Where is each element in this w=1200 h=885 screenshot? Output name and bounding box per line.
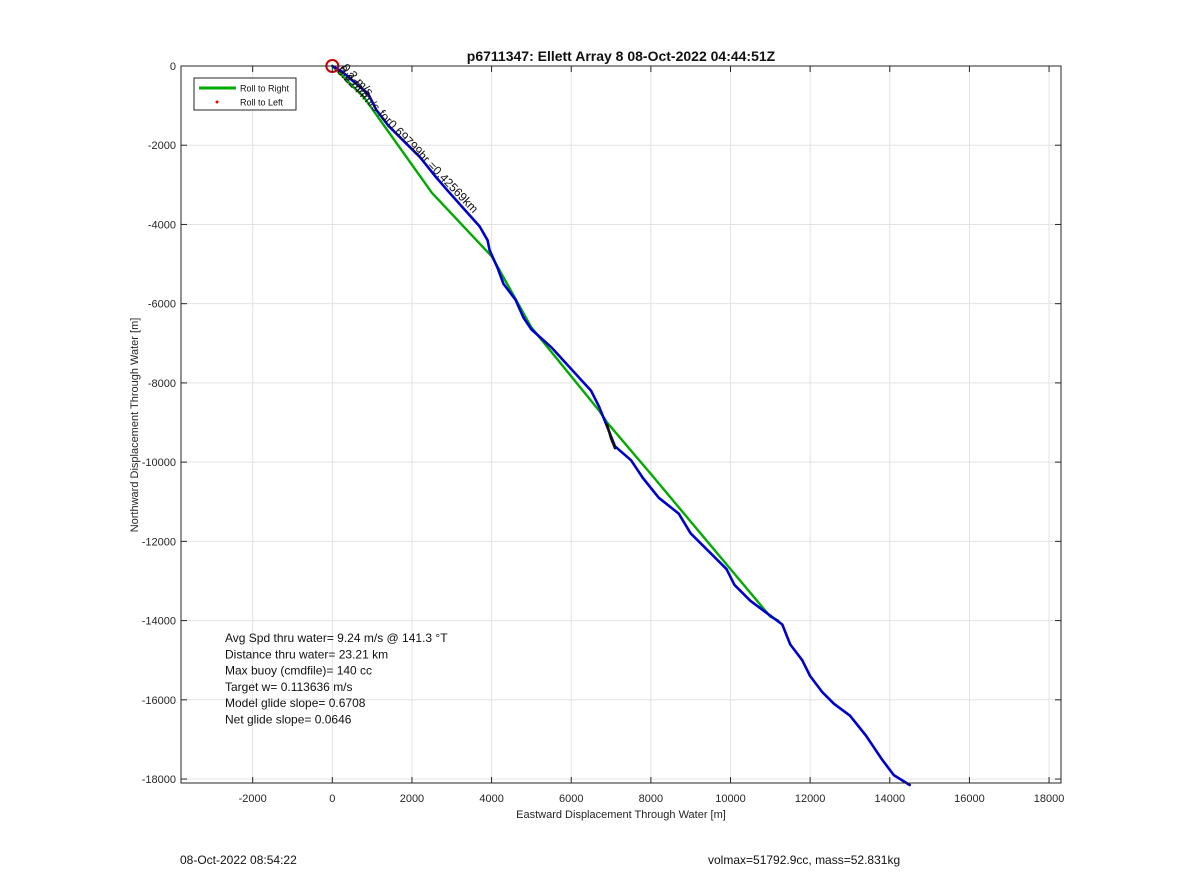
series-line xyxy=(330,64,912,787)
legend-box xyxy=(193,77,297,111)
legend: Roll to Right Roll to Left xyxy=(193,77,297,111)
x-tick-label: 4000 xyxy=(479,793,503,805)
y-axis-label: Northward Displacement Through Water [m] xyxy=(129,318,141,533)
series-group xyxy=(325,59,912,787)
y-tick-label: -4000 xyxy=(148,219,176,231)
grid-lines xyxy=(181,65,1061,783)
x-tick-label: 8000 xyxy=(639,793,663,805)
stats-line: Target w= 0.113636 m/s xyxy=(225,680,353,694)
y-tick-label: -6000 xyxy=(148,299,176,311)
y-tick-label: -18000 xyxy=(142,774,176,786)
stats-line: Model glide slope= 0.6708 xyxy=(225,696,366,710)
footer-timestamp: 08-Oct-2022 08:54:22 xyxy=(180,853,297,867)
x-tick-label: 0 xyxy=(329,793,335,805)
x-tick-label: 12000 xyxy=(795,793,826,805)
legend-label: Roll to Right xyxy=(240,84,290,94)
y-tick-label: -12000 xyxy=(142,536,176,548)
x-tick-label: -2000 xyxy=(239,793,267,805)
series-line xyxy=(331,64,780,622)
y-tick-label: -2000 xyxy=(148,140,176,152)
chart-title: p6711347: Ellett Array 8 08-Oct-2022 04:… xyxy=(467,48,776,64)
series-line xyxy=(605,423,617,450)
stats-text: Avg Spd thru water= 9.24 m/s @ 141.3 °T D… xyxy=(225,631,448,727)
x-axis-label: Eastward Displacement Through Water [m] xyxy=(516,809,726,821)
x-tick-label: 2000 xyxy=(400,793,424,805)
y-tick-label: -8000 xyxy=(148,378,176,390)
stats-line: Max buoy (cmdfile)= 140 cc xyxy=(225,664,372,678)
y-axis-ticks: 0 -2000 -4000 -6000 -8000 -10000 -12000 -14000 -… xyxy=(142,61,1061,786)
legend-label: Roll to Left xyxy=(240,98,284,108)
x-tick-label: 16000 xyxy=(954,793,985,805)
plot-area xyxy=(181,66,1061,783)
y-tick-label: -14000 xyxy=(142,616,176,628)
plot-frame xyxy=(180,65,1062,784)
y-tick-label: -10000 xyxy=(142,457,176,469)
stats-line: Avg Spd thru water= 9.24 m/s @ 141.3 °T xyxy=(225,631,448,645)
stats-line: Distance thru water= 23.21 km xyxy=(225,647,388,661)
x-tick-label: 10000 xyxy=(715,793,746,805)
footer-volmax-mass: volmax=51792.9cc, mass=52.831kg xyxy=(708,853,901,867)
x-tick-label: 6000 xyxy=(559,793,583,805)
stats-line: Net glide slope= 0.0646 xyxy=(225,713,352,727)
y-tick-label: -16000 xyxy=(142,695,176,707)
x-tick-label: 18000 xyxy=(1034,793,1065,805)
x-axis-ticks: -2000 0 2000 4000 6000 8000 10000 12000 14000 160… xyxy=(239,66,1065,805)
y-tick-label: 0 xyxy=(170,61,176,73)
x-tick-label: 14000 xyxy=(874,793,905,805)
legend-swatch-dot xyxy=(215,100,219,104)
